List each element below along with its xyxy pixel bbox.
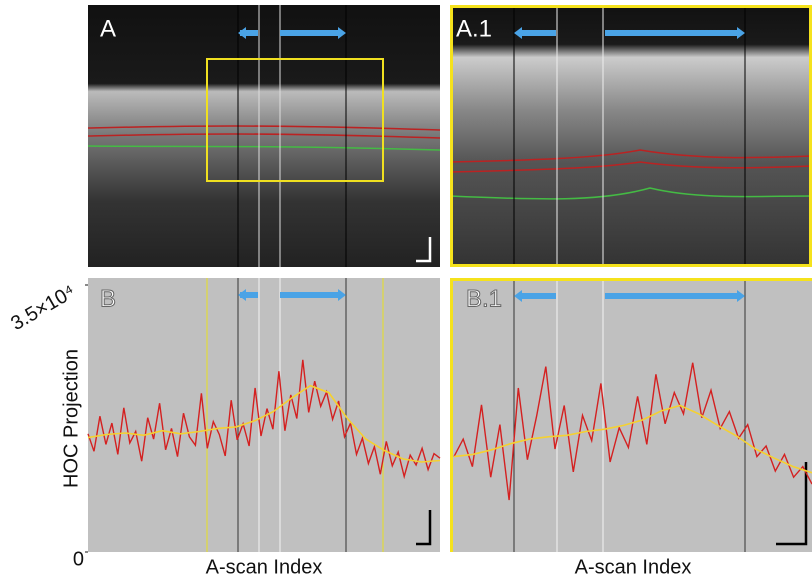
data-line [453,404,812,474]
panel-label: A.1 [456,15,492,42]
image-a1: A.1 [449,5,812,267]
x-axis-label: A-scan Index [206,556,323,578]
panel-label: A [100,15,116,42]
data-line [87,384,441,463]
data-line [87,359,441,480]
y-tick-label: 3.5×10⁴ [7,281,79,335]
y-tick-label: 0 [73,548,84,570]
image-a: A [87,5,441,267]
panel-label: B [100,285,116,312]
plot-guides [206,278,812,552]
y-axis-label: HOC Projection [60,349,82,488]
x-axis-label: A-scan Index [575,556,692,578]
panel-label: B.1 [466,285,502,312]
plot-area [450,278,812,552]
plot-area [88,278,440,552]
